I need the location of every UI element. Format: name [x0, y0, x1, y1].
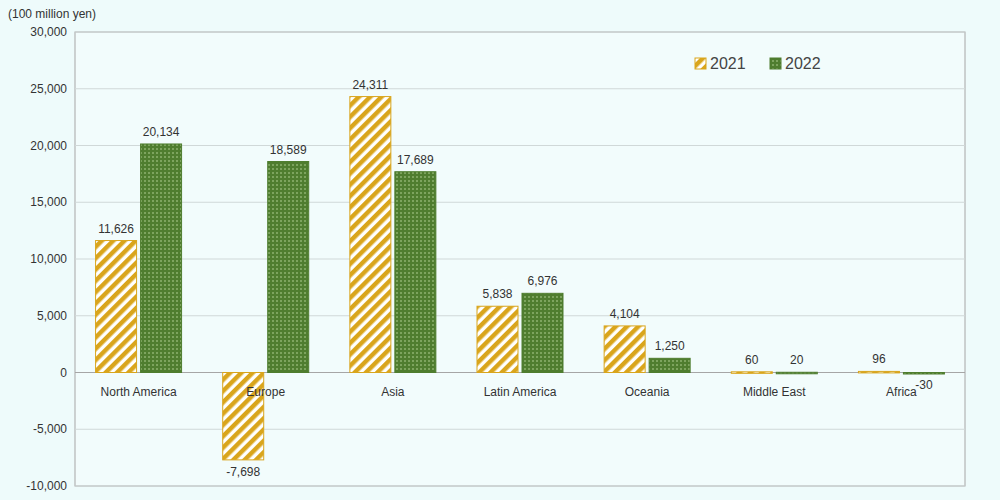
grid-line [75, 429, 965, 430]
data-label: 4,104 [610, 307, 640, 321]
grid-line [75, 202, 965, 203]
data-label: 11,626 [98, 222, 134, 236]
y-tick-label: -5,000 [33, 422, 67, 436]
data-label: 24,311 [352, 78, 388, 92]
legend-label: 2022 [785, 55, 821, 72]
bar [903, 373, 944, 375]
data-label: 20,134 [143, 125, 180, 139]
x-tick-label: Asia [381, 385, 405, 399]
data-label: 6,976 [527, 274, 557, 288]
bar [141, 144, 182, 373]
grid-line [75, 145, 965, 146]
bar [96, 241, 137, 373]
y-axis-label: (100 million yen) [8, 7, 96, 21]
bar [649, 358, 690, 372]
y-tick-label: 0 [60, 366, 67, 380]
plot-frame [75, 32, 965, 486]
grid-line [75, 315, 965, 316]
x-tick-label: Middle East [743, 385, 806, 399]
legend-label: 2021 [710, 55, 746, 72]
grid-line [75, 259, 965, 260]
bar [858, 371, 899, 373]
bar [477, 306, 518, 372]
y-tick-label: 20,000 [30, 139, 67, 153]
y-tick-label: 10,000 [30, 252, 67, 266]
x-tick-label: Africa [886, 385, 917, 399]
legend-swatch [770, 58, 781, 69]
x-tick-label: North America [101, 385, 177, 399]
bar [395, 172, 436, 373]
y-tick-label: 15,000 [30, 195, 67, 209]
labels: North America 11,626 20,134 Europe -7,698 18,… [98, 78, 933, 479]
data-label: 20 [790, 353, 804, 367]
bar [731, 372, 772, 374]
data-label: 60 [745, 353, 759, 367]
bar [268, 162, 309, 373]
y-tick-label: 25,000 [30, 82, 67, 96]
grid-line [75, 372, 965, 373]
data-label: 1,250 [655, 339, 685, 353]
zero-line [75, 372, 965, 373]
y-tick-label: 30,000 [30, 25, 67, 39]
data-label: -30 [915, 378, 933, 392]
grid-line [75, 486, 965, 487]
grid-line [75, 32, 965, 33]
bar [350, 97, 391, 373]
data-label: -7,698 [226, 465, 260, 479]
x-tick-label: Latin America [484, 385, 557, 399]
grid-line [75, 88, 965, 89]
legend-swatch [695, 58, 706, 69]
data-label: 17,689 [397, 153, 434, 167]
data-label: 18,589 [270, 143, 307, 157]
bars [96, 97, 945, 460]
x-tick-label: Europe [246, 385, 285, 399]
data-label: 5,838 [482, 287, 512, 301]
x-tick-label: Oceania [625, 385, 670, 399]
bar [604, 326, 645, 373]
bar [776, 372, 817, 374]
y-tick-label: -10,000 [26, 479, 67, 493]
bar [522, 293, 563, 372]
chart: -10,000 -5,000 0 5,000 10,000 15,000 20,000 25,… [0, 0, 1000, 500]
data-label: 96 [872, 352, 886, 366]
y-tick-label: 5,000 [37, 309, 67, 323]
